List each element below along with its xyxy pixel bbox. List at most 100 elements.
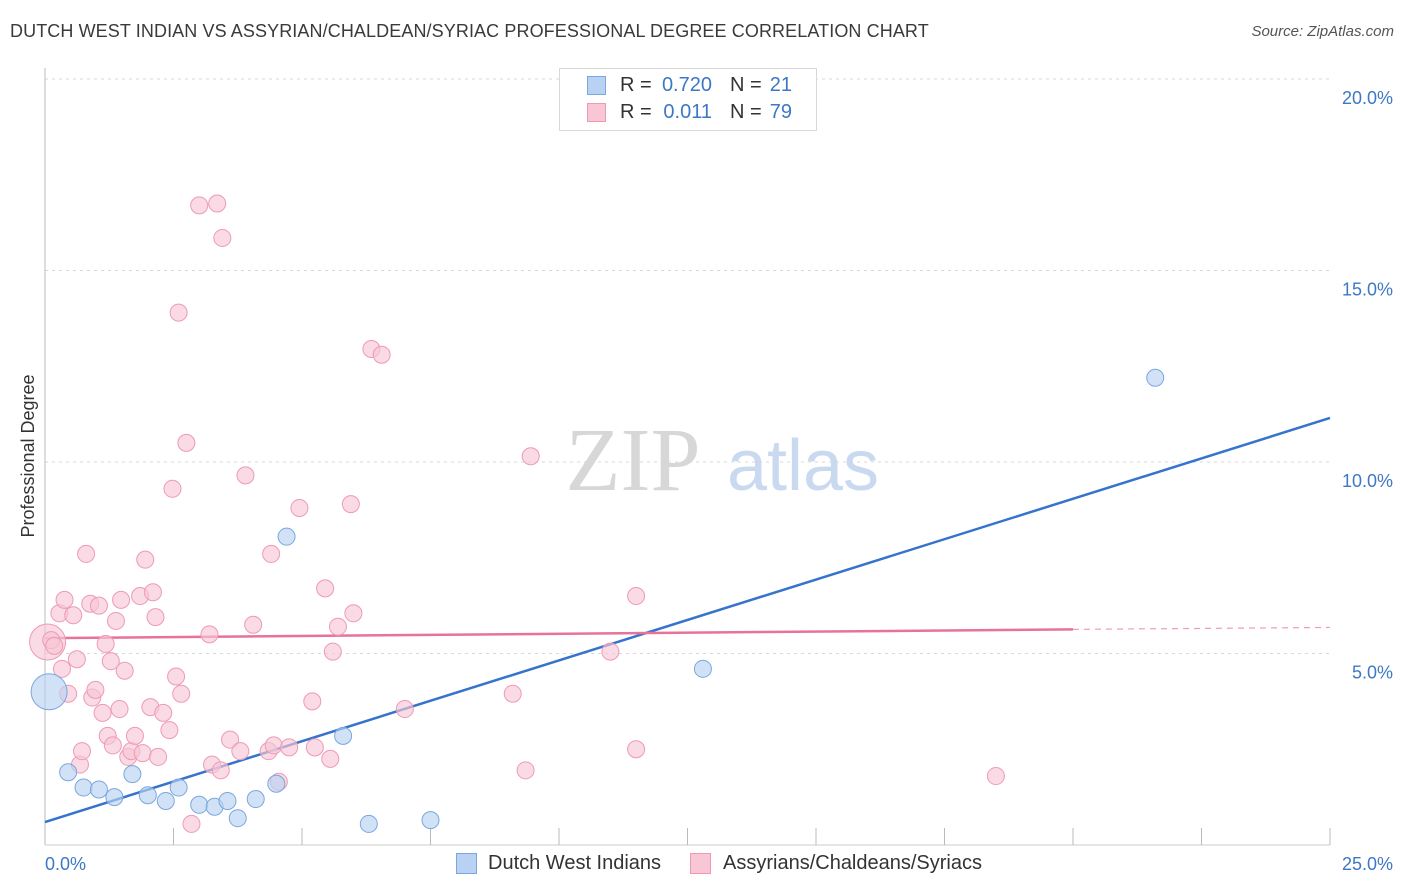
data-point-blue (421, 811, 440, 830)
data-point-blue (105, 788, 124, 807)
data-point-pink (103, 736, 122, 755)
x-tick-label: 25.0% (1342, 854, 1393, 874)
data-point-blue (30, 673, 68, 711)
data-point-pink (190, 196, 209, 215)
x-tick-label: 0.0% (45, 854, 86, 874)
data-point-blue (59, 763, 78, 782)
data-point-pink (163, 479, 182, 498)
data-point-pink (169, 303, 188, 322)
y-tick-label: 10.0% (1342, 471, 1393, 491)
data-point-blue (277, 527, 296, 546)
data-point-pink (73, 742, 92, 761)
data-point-pink (341, 495, 360, 514)
data-point-blue (693, 659, 712, 678)
data-point-pink (213, 228, 232, 247)
data-point-pink (262, 544, 281, 563)
legend-swatch-pink (587, 103, 606, 122)
data-point-pink (305, 738, 324, 757)
data-point-blue (156, 791, 175, 810)
data-point-pink (627, 740, 646, 759)
legend-r-label: R = (620, 101, 652, 123)
data-point-pink (110, 700, 129, 719)
data-point-pink (125, 726, 144, 745)
data-point-pink (177, 433, 196, 452)
data-point-pink (211, 761, 230, 780)
data-point-blue (218, 791, 237, 810)
data-point-pink (115, 661, 134, 680)
data-point-pink (160, 721, 179, 740)
data-point-pink (395, 700, 414, 719)
data-point-pink (52, 659, 71, 678)
y-tick-label: 20.0% (1342, 88, 1393, 108)
data-point-blue (1146, 368, 1165, 387)
data-point-pink (55, 590, 74, 609)
data-point-pink (208, 194, 227, 213)
data-point-pink (96, 634, 115, 653)
series-label-pink: Assyrians/Chaldeans/Syriacs (723, 852, 982, 874)
data-point-pink (627, 587, 646, 606)
data-point-pink (344, 604, 363, 623)
series-swatch-pink (690, 853, 711, 874)
data-point-pink (986, 767, 1005, 786)
data-point-pink (323, 642, 342, 661)
data-point-blue (267, 774, 286, 793)
legend-n-label: N = (730, 74, 762, 96)
data-point-pink (601, 642, 620, 661)
data-point-pink (264, 736, 283, 755)
data-point-pink (133, 744, 152, 763)
chart-title: DUTCH WEST INDIAN VS ASSYRIAN/CHALDEAN/S… (10, 21, 929, 41)
data-point-blue (169, 778, 188, 797)
data-point-pink (149, 747, 168, 766)
data-point-blue (190, 795, 209, 814)
points-layer (29, 194, 1165, 833)
data-point-pink (316, 579, 335, 598)
source-credit: Source: ZipAtlas.com (1251, 23, 1394, 40)
data-point-pink (136, 550, 155, 569)
data-point-pink (64, 606, 83, 625)
y-tick-label: 5.0% (1352, 663, 1393, 683)
legend-r-label: R = (620, 74, 652, 96)
legend-row-pink: R = 0.011 N = 79 (560, 100, 816, 126)
legend-n-value: 21 (769, 74, 792, 96)
data-point-pink (106, 611, 125, 630)
data-point-pink (516, 761, 535, 780)
legend-n-value: 79 (769, 101, 792, 123)
stats-legend: R = 0.720 N = 21 R = 0.011 N = 79 (559, 68, 817, 131)
data-point-pink (521, 447, 540, 466)
data-point-pink (503, 684, 522, 703)
data-point-pink (77, 544, 96, 563)
data-point-blue (228, 809, 247, 828)
legend-r-value: 0.720 (661, 74, 712, 96)
data-point-pink (167, 667, 186, 686)
data-point-blue (123, 765, 142, 784)
legend-r-value: 0.011 (663, 101, 712, 123)
data-point-pink (101, 652, 120, 671)
series-label-blue: Dutch West Indians (488, 852, 662, 874)
data-point-blue (74, 778, 93, 797)
trend-line-blue (44, 416, 1331, 824)
data-point-pink (93, 703, 112, 722)
series-legend: Dutch West Indians Assyrians/Chaldeans/S… (0, 850, 1406, 880)
grid-layer (45, 78, 1330, 654)
data-point-pink (200, 625, 219, 644)
data-point-blue (334, 726, 353, 745)
data-point-blue (359, 814, 378, 833)
data-point-pink (146, 608, 165, 627)
trend-line-pink (44, 628, 1074, 640)
data-point-pink (221, 730, 240, 749)
trend-line-extension-pink (1072, 626, 1331, 630)
data-point-pink (112, 590, 131, 609)
axis-layer: 5.0% 10.0% 15.0% 20.0% 0.0% 25.0% (44, 68, 1393, 874)
series-swatch-blue (456, 853, 477, 874)
data-point-pink (154, 703, 173, 722)
watermark: ZIP atlas (566, 411, 880, 510)
y-tick-label: 15.0% (1342, 280, 1393, 300)
data-point-pink (244, 615, 263, 634)
legend-n-label: N = (730, 101, 762, 123)
data-point-blue (89, 780, 108, 799)
data-point-pink (236, 466, 255, 485)
data-point-pink (45, 636, 64, 655)
y-axis-label: Professional Degree (18, 374, 38, 537)
data-point-blue (246, 790, 265, 809)
